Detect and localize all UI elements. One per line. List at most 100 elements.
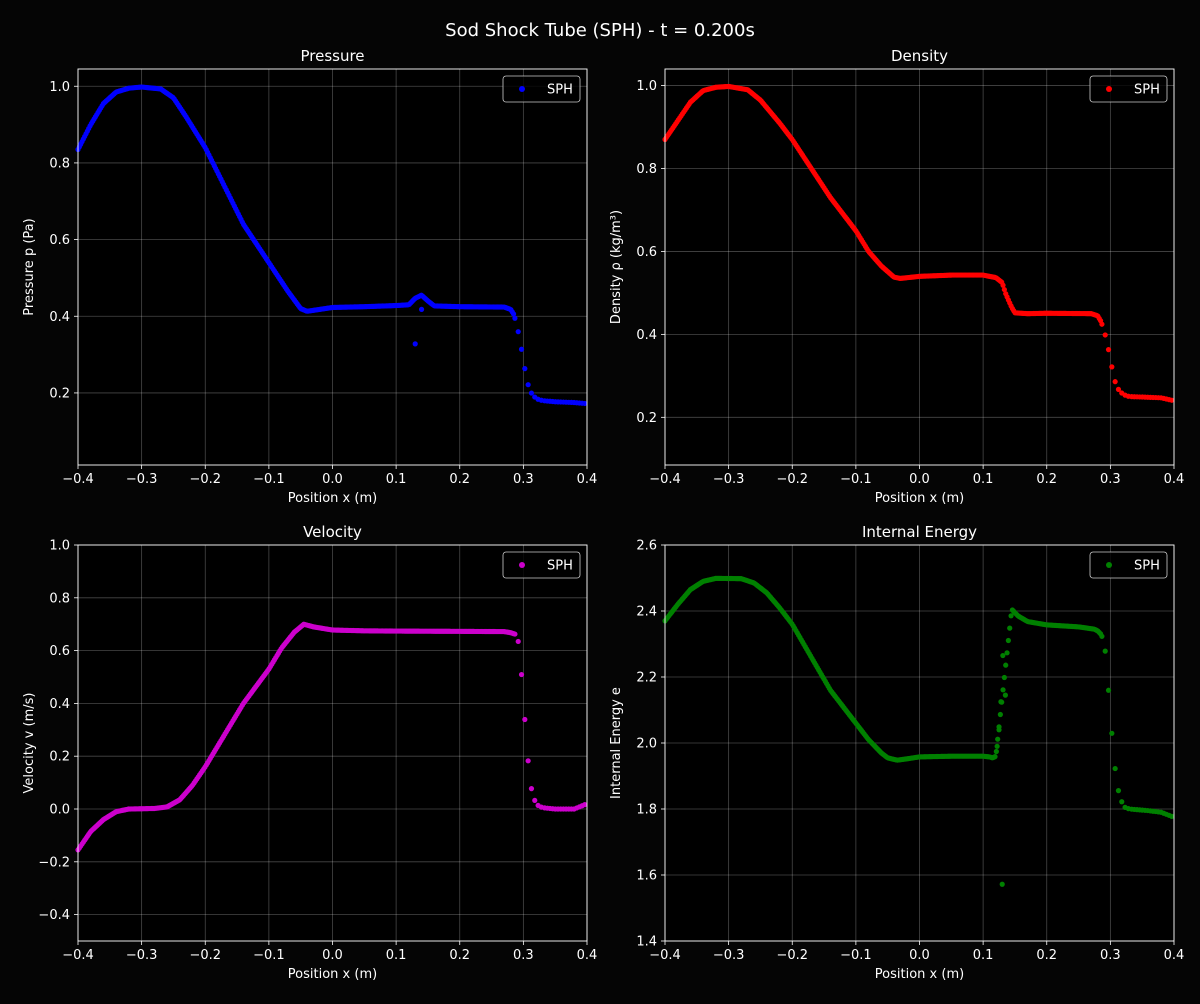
pressure-sph-point bbox=[528, 390, 535, 396]
velocity-y-tick-label: 0.2 bbox=[49, 750, 70, 765]
density-x-tick-label: 0.4 bbox=[1164, 472, 1185, 487]
energy-plot-area bbox=[665, 545, 1174, 941]
pressure-x-tick-label: −0.3 bbox=[126, 472, 158, 487]
pressure-x-tick-label: 0.1 bbox=[386, 472, 407, 487]
density-y-tick-label: 0.6 bbox=[636, 245, 657, 260]
energy-legend-label: SPH bbox=[1134, 559, 1160, 574]
density-x-tick-label: −0.1 bbox=[840, 472, 872, 487]
pressure-y-tick-label: 0.6 bbox=[49, 233, 70, 248]
density-x-tick-label: 0.3 bbox=[1100, 472, 1121, 487]
density-legend-label: SPH bbox=[1134, 83, 1160, 98]
energy-sph-point bbox=[1007, 625, 1013, 631]
density-sph-point bbox=[1109, 364, 1115, 370]
density-sph-point bbox=[1105, 347, 1112, 353]
density-axes-frame bbox=[664, 68, 1175, 466]
energy-sph-point bbox=[1102, 648, 1108, 654]
density-x-tick-label: −0.4 bbox=[649, 472, 681, 487]
pressure-x-tick-label: 0.0 bbox=[322, 472, 343, 487]
energy-ylabel: Internal Energy e bbox=[609, 687, 624, 799]
energy-sph-point bbox=[999, 881, 1005, 887]
energy-legend: SPH bbox=[1089, 551, 1168, 579]
energy-x-tick-label: 0.0 bbox=[909, 948, 930, 963]
pressure-legend-box bbox=[502, 75, 581, 103]
pressure-x-tick-label: 0.2 bbox=[449, 472, 470, 487]
pressure-title: Pressure bbox=[300, 47, 364, 65]
velocity-legend-marker bbox=[519, 562, 525, 568]
chart-density: −0.4 −0.3 −0.2 −0.1 0.0 0.1 0.2 0.3 0.4 0.2 0.4 0.6… bbox=[609, 47, 1184, 506]
energy-sph-point bbox=[1169, 813, 1175, 819]
velocity-y-tick-label: −0.4 bbox=[38, 908, 70, 923]
pressure-x-tick-label: −0.4 bbox=[62, 472, 94, 487]
velocity-sph-point bbox=[522, 716, 528, 723]
density-x-tick-label: −0.3 bbox=[713, 472, 745, 487]
energy-sph-point bbox=[1112, 765, 1118, 772]
chart-velocity: −0.4 −0.3 −0.2 −0.1 0.0 0.1 0.2 0.3 0.4 −0.4 −0.2 0… bbox=[22, 523, 597, 982]
energy-x-tick-label: 0.2 bbox=[1036, 948, 1057, 963]
velocity-axes-frame bbox=[77, 544, 588, 942]
velocity-x-tick-label: 0.4 bbox=[577, 948, 598, 963]
energy-sph-point bbox=[1109, 730, 1115, 736]
pressure-sph-point bbox=[510, 311, 517, 317]
pressure-x-tick-label: 0.3 bbox=[513, 472, 534, 487]
density-title: Density bbox=[891, 47, 948, 65]
pressure-sph-point bbox=[582, 400, 588, 407]
chart-pressure: −0.4 −0.3 −0.2 −0.1 0.0 0.1 0.2 0.3 0.4 0.2 0.4 0.6… bbox=[22, 47, 597, 506]
pressure-legend: SPH bbox=[502, 75, 581, 103]
pressure-sph-point bbox=[418, 306, 425, 312]
density-sph-point bbox=[1001, 286, 1007, 293]
energy-sph-point bbox=[998, 699, 1004, 705]
velocity-legend-label: SPH bbox=[547, 559, 573, 574]
velocity-sph-point bbox=[518, 671, 525, 678]
velocity-x-tick-label: −0.1 bbox=[253, 948, 285, 963]
velocity-sph-point bbox=[525, 758, 531, 764]
pressure-sph-points bbox=[75, 84, 588, 407]
pressure-legend-label: SPH bbox=[547, 83, 573, 98]
energy-sph-point bbox=[992, 754, 998, 760]
density-sph-point bbox=[1115, 386, 1122, 392]
velocity-x-tick-label: −0.2 bbox=[189, 948, 221, 963]
energy-sph-point bbox=[997, 711, 1003, 718]
velocity-y-tick-label: −0.2 bbox=[38, 855, 70, 870]
velocity-y-tick-label: 0.6 bbox=[49, 644, 70, 659]
velocity-x-tick-label: −0.4 bbox=[62, 948, 94, 963]
density-y-tick-label: 0.2 bbox=[636, 411, 657, 426]
velocity-legend: SPH bbox=[502, 551, 581, 579]
pressure-y-tick-label: 1.0 bbox=[49, 80, 70, 95]
energy-sph-point bbox=[1115, 788, 1122, 794]
energy-x-tick-label: 0.4 bbox=[1164, 948, 1185, 963]
velocity-sph-points bbox=[75, 621, 588, 853]
pressure-axes-frame bbox=[77, 68, 588, 466]
density-legend-box bbox=[1089, 75, 1168, 103]
energy-sph-point bbox=[1105, 687, 1112, 693]
density-ylabel: Density ρ (kg/m³) bbox=[609, 210, 624, 324]
pressure-sph-point bbox=[512, 315, 518, 321]
energy-axes-frame bbox=[664, 544, 1175, 942]
energy-x-tick-label: −0.2 bbox=[776, 948, 808, 963]
velocity-plot-area bbox=[78, 545, 587, 941]
density-sph-point bbox=[1169, 397, 1175, 403]
energy-xlabel: Position x (m) bbox=[875, 967, 964, 982]
energy-x-tick-label: 0.1 bbox=[973, 948, 994, 963]
velocity-sph-point bbox=[582, 802, 588, 808]
density-x-tick-label: 0.0 bbox=[909, 472, 930, 487]
density-sph-point bbox=[1099, 321, 1105, 327]
velocity-x-tick-label: 0.2 bbox=[449, 948, 470, 963]
energy-y-tick-label: 2.0 bbox=[636, 737, 657, 752]
velocity-xlabel: Position x (m) bbox=[288, 967, 377, 982]
velocity-sph-point bbox=[528, 786, 535, 792]
velocity-x-tick-label: −0.3 bbox=[126, 948, 158, 963]
energy-x-tick-label: −0.1 bbox=[840, 948, 872, 963]
density-legend: SPH bbox=[1089, 75, 1168, 103]
energy-y-tick-label: 1.6 bbox=[636, 869, 657, 884]
energy-x-tick-label: −0.3 bbox=[713, 948, 745, 963]
velocity-x-tick-label: 0.0 bbox=[322, 948, 343, 963]
energy-sph-point bbox=[1002, 692, 1008, 698]
energy-sph-point bbox=[1005, 637, 1011, 644]
density-y-tick-label: 0.8 bbox=[636, 162, 657, 177]
pressure-sph-point bbox=[412, 341, 418, 347]
velocity-y-tick-label: 0.0 bbox=[49, 803, 70, 818]
energy-title: Internal Energy bbox=[862, 523, 977, 541]
pressure-xlabel: Position x (m) bbox=[288, 491, 377, 506]
